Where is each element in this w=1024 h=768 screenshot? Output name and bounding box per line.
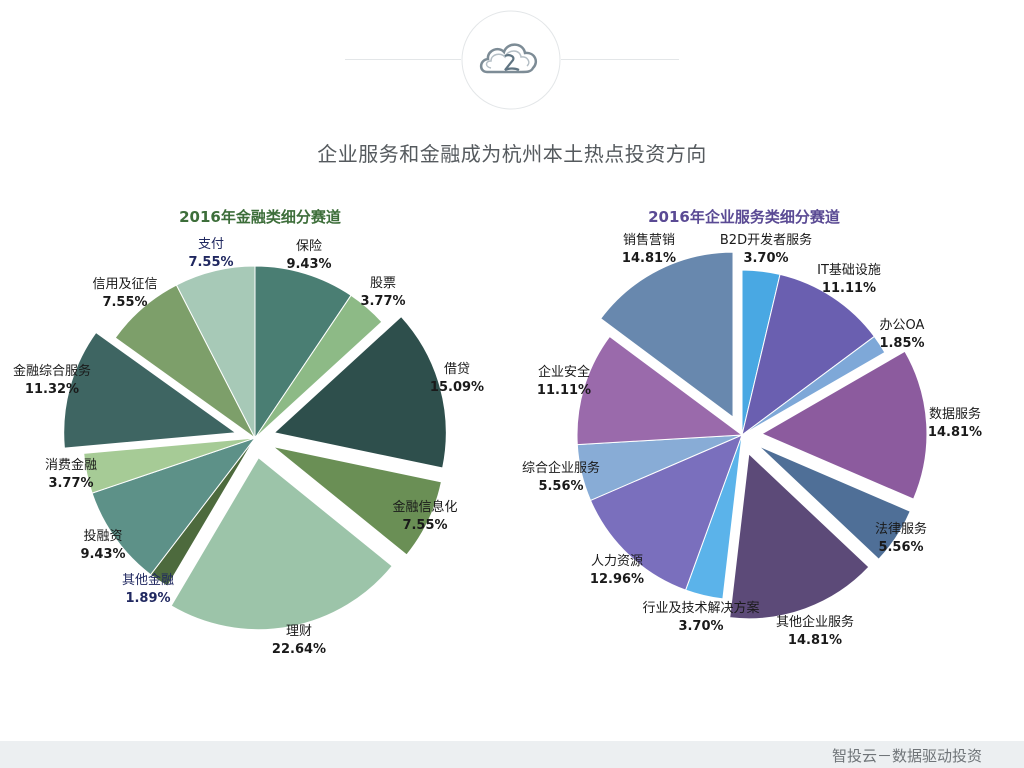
slice-category-8: 综合企业服务 <box>522 460 600 476</box>
slice-category-0: B2D开发者服务 <box>720 232 812 248</box>
slice-label-2: 借贷 15.09% <box>430 362 484 395</box>
slice-value-3: 7.55% <box>402 518 447 533</box>
slice-category-3: 金融信息化 <box>392 499 457 515</box>
pie-slice-10 <box>599 251 734 419</box>
slice-value-7: 3.77% <box>48 476 93 491</box>
slice-label-10: 销售营销 14.81% <box>622 232 676 266</box>
brand-logo <box>461 10 561 110</box>
pie-slice-5 <box>729 452 870 620</box>
pie-slice-8 <box>63 331 238 449</box>
pie-slice-0 <box>254 265 352 440</box>
pie-slice-1 <box>254 294 383 439</box>
slice-label-5: 其他金融 1.89% <box>122 572 174 606</box>
slice-category-8: 金融综合服务 <box>13 363 91 379</box>
pie-slice-9 <box>576 335 744 446</box>
slice-category-10: 支付 <box>198 237 224 252</box>
slice-label-0: 保险 9.43% <box>286 239 331 272</box>
slice-label-9: 信用及征信 7.55% <box>92 277 157 310</box>
slice-category-1: 股票 <box>370 276 396 291</box>
slice-value-6: 9.43% <box>80 547 125 562</box>
footer-bar: 智投云－数据驱动投资 <box>0 741 1024 768</box>
pie-slice-4 <box>758 445 911 560</box>
slice-value-1: 3.77% <box>360 294 405 309</box>
finance-pie: 保险 9.43% 股票 3.77% 借贷 15.09% 金融信息化 7.55% 理财 22.64%… <box>13 237 484 657</box>
slice-label-0: B2D开发者服务 3.70% <box>720 232 812 266</box>
pie-slice-1 <box>741 273 876 437</box>
pie-slice-2 <box>741 335 886 436</box>
slice-category-4: 理财 <box>286 624 312 639</box>
finance-chart-title: 2016年金融类细分赛道 <box>179 208 341 226</box>
slice-value-2: 15.09% <box>430 380 484 395</box>
slice-category-2: 办公OA <box>880 318 925 333</box>
header-divider-left <box>345 59 461 60</box>
slice-value-9: 7.55% <box>102 295 147 310</box>
slice-category-4: 法律服务 <box>875 521 927 537</box>
slice-label-9: 企业安全 11.11% <box>537 364 591 398</box>
pie-slice-2 <box>273 315 447 469</box>
slice-value-4: 5.56% <box>878 540 923 555</box>
slice-value-9: 11.11% <box>537 383 591 398</box>
slice-label-1: IT基础设施 11.11% <box>817 263 881 296</box>
pie-slice-7 <box>589 434 743 591</box>
slice-value-4: 22.64% <box>272 642 326 657</box>
slice-label-3: 数据服务 14.81% <box>928 406 982 440</box>
slice-category-2: 借贷 <box>444 362 470 377</box>
slice-value-8: 5.56% <box>538 479 583 494</box>
pie-slice-3 <box>272 446 442 556</box>
slice-label-7: 消费金融 3.77% <box>45 457 97 491</box>
slice-category-3: 数据服务 <box>929 406 981 422</box>
slice-category-6: 行业及技术解决方案 <box>642 600 759 616</box>
slice-label-2: 办公OA 1.85% <box>879 318 924 351</box>
slice-label-3: 金融信息化 7.55% <box>392 499 457 533</box>
slice-category-5: 其他金融 <box>122 572 174 588</box>
slice-label-4: 理财 22.64% <box>272 624 326 657</box>
slice-value-3: 14.81% <box>928 425 982 440</box>
slice-label-7: 人力资源 12.96% <box>590 554 644 587</box>
slice-value-6: 3.70% <box>678 619 723 634</box>
slice-label-8: 综合企业服务 5.56% <box>522 460 600 494</box>
slice-value-10: 7.55% <box>188 255 233 270</box>
pie-slice-3 <box>760 350 928 500</box>
slice-value-8: 11.32% <box>25 382 79 397</box>
slice-category-7: 人力资源 <box>591 554 643 569</box>
enterprise-chart-title: 2016年企业服务类细分赛道 <box>648 208 840 226</box>
slice-value-1: 11.11% <box>822 281 876 296</box>
slice-value-2: 1.85% <box>879 336 924 351</box>
pie-charts: 保险 9.43% 股票 3.77% 借贷 15.09% 金融信息化 7.55% 理财 22.64%… <box>13 232 982 657</box>
slice-label-1: 股票 3.77% <box>360 276 405 309</box>
slice-value-10: 14.81% <box>622 251 676 266</box>
pie-slice-7 <box>83 437 256 494</box>
pie-slice-10 <box>175 265 256 439</box>
slice-label-6: 投融资 9.43% <box>80 528 125 562</box>
slice-category-6: 投融资 <box>83 528 122 544</box>
slice-category-9: 企业安全 <box>538 364 590 380</box>
header-divider-right <box>561 59 679 60</box>
slice-category-7: 消费金融 <box>45 457 97 473</box>
slice-category-9: 信用及征信 <box>92 277 157 292</box>
slice-category-5: 其他企业服务 <box>776 614 854 630</box>
slice-label-5: 其他企业服务 14.81% <box>776 614 854 648</box>
slice-category-0: 保险 <box>296 239 322 254</box>
enterprise-pie: B2D开发者服务 3.70% IT基础设施 11.11% 办公OA 1.85% 数据服务 14… <box>522 232 982 648</box>
slice-label-4: 法律服务 5.56% <box>875 521 927 555</box>
slice-value-0: 3.70% <box>743 251 788 266</box>
footer-slogan: 智投云－数据驱动投资 <box>831 747 982 765</box>
page-title: 企业服务和金融成为杭州本土热点投资方向 <box>317 142 707 166</box>
slice-value-5: 14.81% <box>788 633 842 648</box>
slice-label-10: 支付 7.55% <box>188 237 233 270</box>
slice-label-8: 金融综合服务 11.32% <box>13 363 91 397</box>
slice-value-0: 9.43% <box>286 257 331 272</box>
slice-value-5: 1.89% <box>125 591 170 606</box>
pie-slice-6 <box>91 437 257 576</box>
slice-category-1: IT基础设施 <box>817 263 881 278</box>
cloud-logo-icon <box>461 10 561 110</box>
slice-category-10: 销售营销 <box>623 232 675 248</box>
pie-slice-4 <box>170 456 393 631</box>
slice-value-7: 12.96% <box>590 572 644 587</box>
slice-label-6: 行业及技术解决方案 3.70% <box>642 600 759 634</box>
